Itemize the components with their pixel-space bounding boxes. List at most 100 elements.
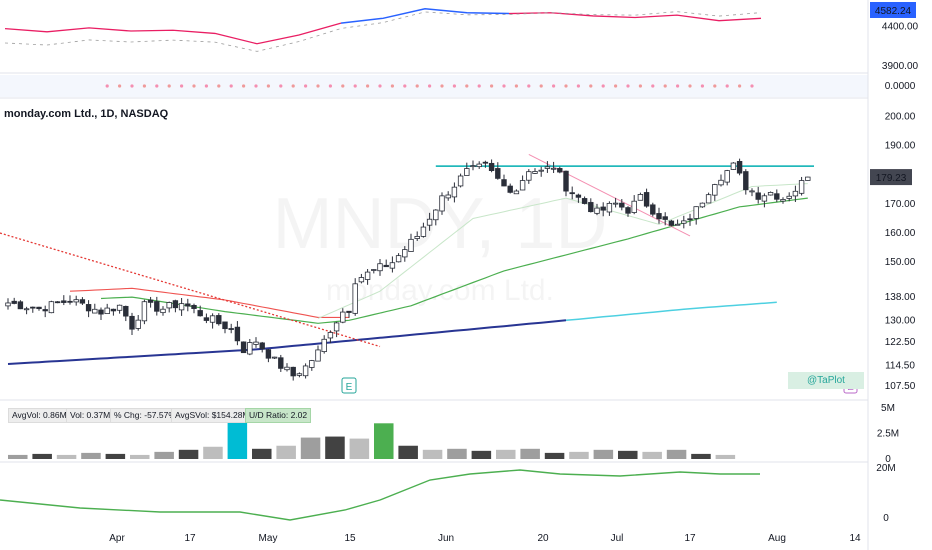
signal-dot <box>204 84 208 88</box>
candle <box>662 212 668 226</box>
candle <box>85 300 92 318</box>
candle <box>352 278 358 316</box>
candle-body <box>681 220 687 224</box>
candle-body <box>637 194 644 201</box>
candle <box>451 182 458 203</box>
candle-body <box>575 194 582 198</box>
candle <box>761 193 768 208</box>
signal-dot <box>700 84 705 88</box>
rs-last-label: 4582.24 <box>875 6 912 17</box>
candle-body <box>321 338 327 353</box>
candle-body <box>284 366 290 371</box>
candle <box>575 193 582 203</box>
signal-dot <box>688 84 692 88</box>
candle-body <box>718 179 724 186</box>
candle-body <box>67 300 73 303</box>
candle <box>433 209 439 226</box>
time-axis[interactable]: Apr 17 May 15 Jun 20 Jul 17 Aug 14 <box>109 533 861 544</box>
candle <box>420 222 427 238</box>
candle <box>712 183 718 201</box>
candle-body <box>383 264 389 268</box>
candle-body <box>333 322 340 332</box>
candle-body <box>631 200 637 213</box>
signal-dot <box>155 84 159 88</box>
candle-body <box>705 194 712 204</box>
candle <box>414 231 420 241</box>
candle-body <box>619 202 625 208</box>
time-tick: 14 <box>849 533 861 544</box>
candle-body <box>377 263 383 272</box>
volume-bar <box>569 451 589 459</box>
candle-body <box>743 171 749 191</box>
candle-body <box>98 309 104 315</box>
signal-dot <box>514 84 519 88</box>
candle <box>247 338 253 356</box>
candle <box>445 191 451 201</box>
signal-dot <box>242 84 246 88</box>
rs-line-weak <box>4 22 342 45</box>
signal-dot <box>601 84 605 88</box>
volume-bar <box>105 453 126 459</box>
candle <box>178 297 185 316</box>
candle-body <box>240 341 247 354</box>
candle-body <box>501 179 507 187</box>
volume-bar <box>593 449 614 459</box>
candle <box>668 219 675 227</box>
candle-body <box>612 202 619 205</box>
lower-indicator-panel <box>0 469 760 521</box>
candle <box>30 306 36 313</box>
candle <box>172 299 179 313</box>
volume-bar <box>520 448 540 459</box>
candle <box>209 313 216 329</box>
signal-dot <box>403 84 407 88</box>
candle <box>67 295 73 305</box>
signal-dot <box>217 84 221 88</box>
candle <box>48 300 55 314</box>
volume-bar <box>203 446 223 459</box>
candle <box>197 305 203 317</box>
candle-body <box>147 299 154 303</box>
signal-dot <box>353 84 357 88</box>
candle-body <box>792 190 799 197</box>
signal-dot <box>328 84 332 88</box>
signal-dot <box>502 84 506 88</box>
candle-body <box>358 277 365 283</box>
earnings-marker-may[interactable]: E <box>341 377 357 394</box>
signal-dot <box>651 84 655 88</box>
rs-last-tag: 4582.24 <box>870 2 916 18</box>
signal-dot <box>378 84 382 88</box>
candle-body <box>92 308 98 314</box>
candle-body <box>482 161 489 164</box>
signal-dot <box>279 84 283 88</box>
price-scale[interactable]: 200.00 190.00 170.00 160.00 150.00 138.00 130.… <box>867 0 932 550</box>
price-tick: 170.00 <box>885 199 916 210</box>
candle <box>619 199 625 211</box>
candle-body <box>594 207 600 214</box>
candle-body <box>414 236 420 239</box>
candle-body <box>588 202 594 213</box>
volume-bar <box>422 449 443 459</box>
candle <box>705 192 712 204</box>
candle-body <box>104 307 110 315</box>
candle <box>116 304 123 314</box>
candle-body <box>278 357 284 369</box>
price-tick: 122.50 <box>885 337 916 348</box>
candle-body <box>17 301 24 310</box>
signal-dot <box>167 84 171 88</box>
volume-bar <box>398 445 418 459</box>
time-tick: 15 <box>344 533 356 544</box>
candle-body <box>209 315 216 323</box>
candle <box>402 246 408 262</box>
time-tick: Apr <box>109 533 125 544</box>
candle <box>36 306 42 311</box>
time-tick: Jun <box>438 533 454 544</box>
signal-dot <box>477 84 481 88</box>
candle-body <box>395 255 402 263</box>
candle-body <box>48 301 55 314</box>
candle <box>98 307 104 320</box>
signal-dot <box>564 84 568 88</box>
candle <box>792 185 799 203</box>
dots-tick: 0.0000 <box>885 81 916 92</box>
candle <box>5 298 11 310</box>
candle-body <box>54 301 61 304</box>
